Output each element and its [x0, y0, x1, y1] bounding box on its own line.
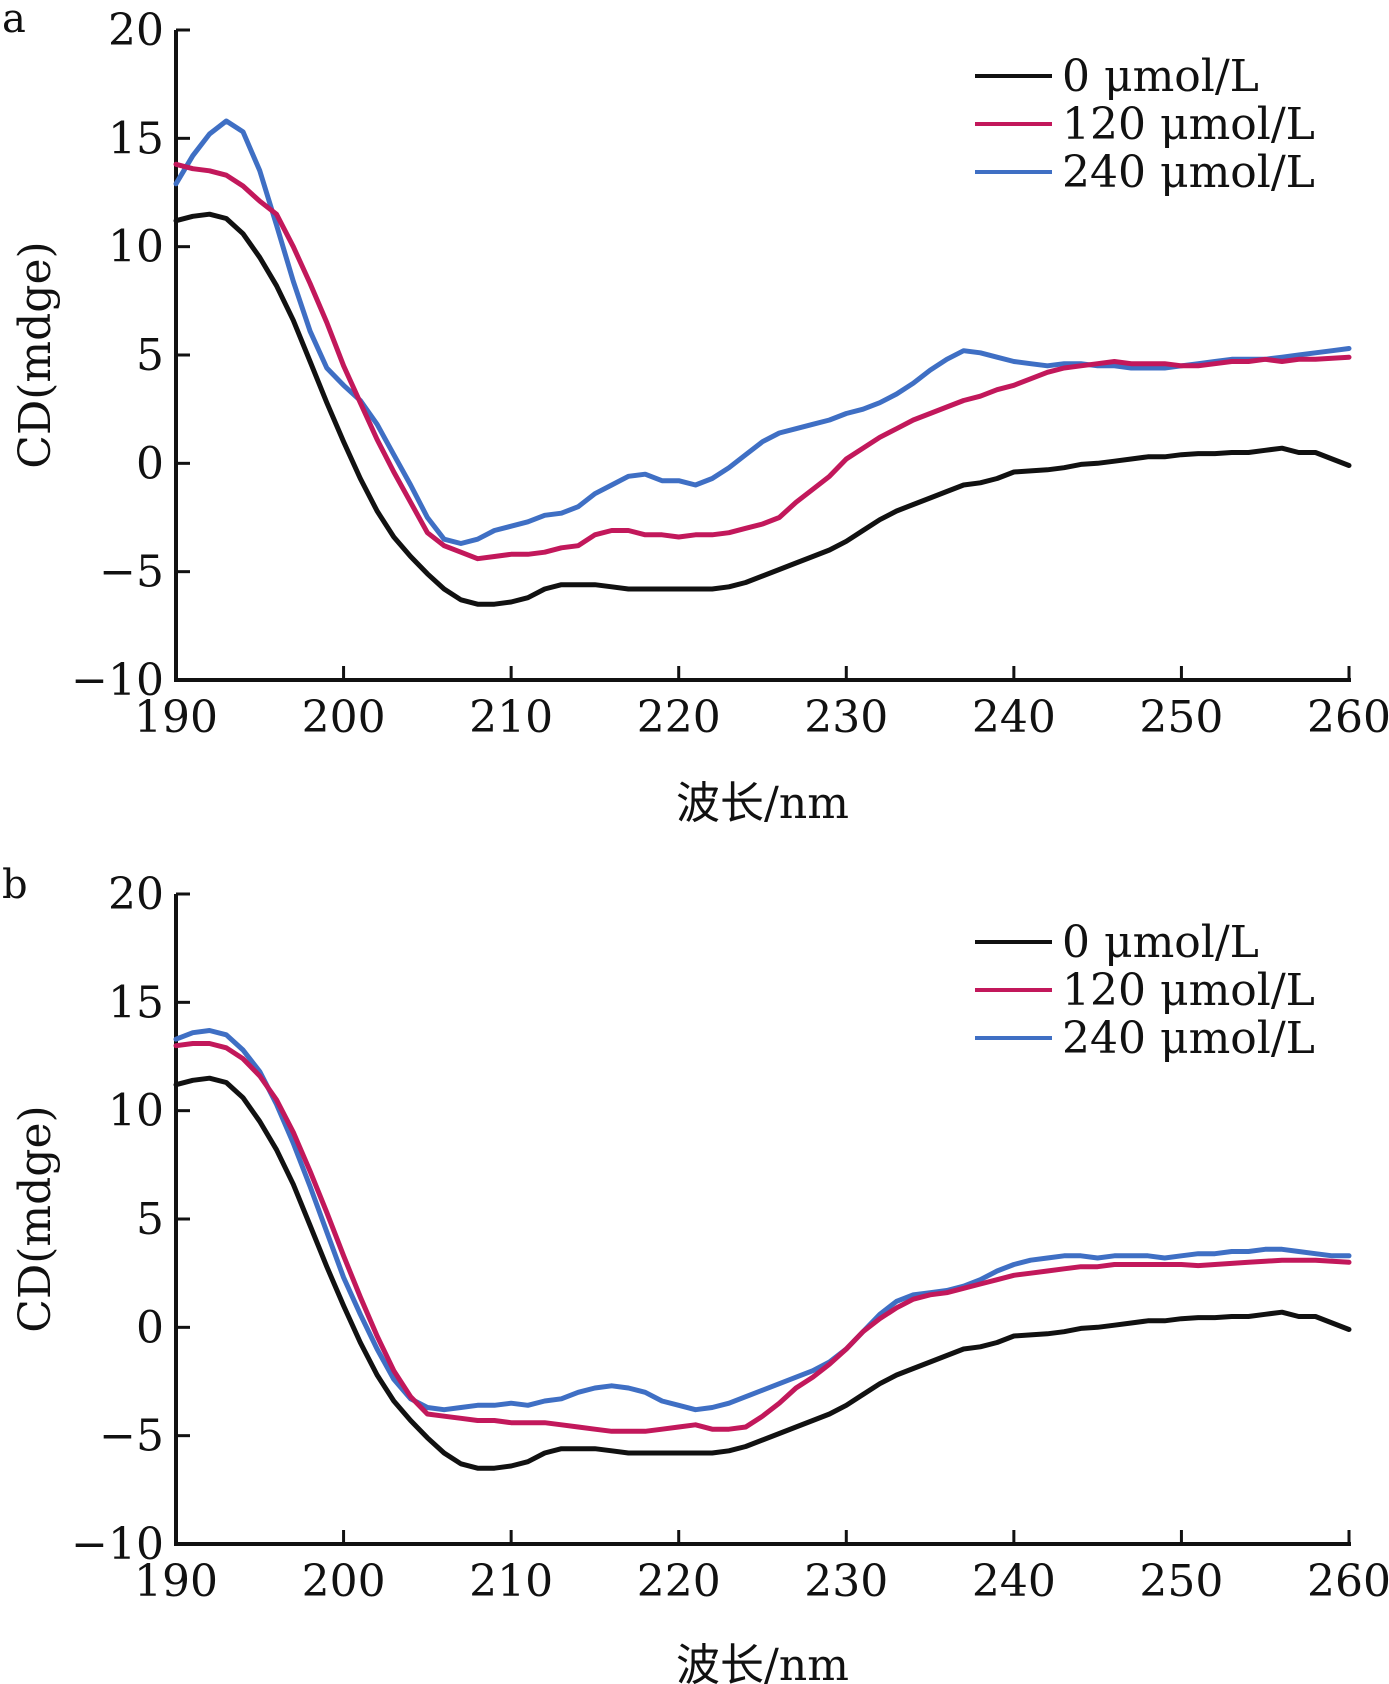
- x-axis-title: 波长/nm: [676, 1640, 849, 1684]
- x-tick-label: 200: [302, 1556, 386, 1607]
- x-tick-label: 190: [134, 692, 218, 743]
- x-tick-label: 240: [972, 1556, 1056, 1607]
- x-tick-label: 230: [804, 1556, 888, 1607]
- y-tick-label: 20: [108, 5, 164, 56]
- series-line-0: [173, 211, 1352, 607]
- x-tick-label: 260: [1307, 1556, 1389, 1607]
- y-tick-label: 20: [108, 869, 164, 920]
- y-tick-label: −10: [71, 655, 164, 706]
- series-line-0: [173, 1075, 1352, 1471]
- x-tick-label: 200: [302, 692, 386, 743]
- y-tick-label: 0: [136, 1302, 164, 1353]
- x-tick-label: 260: [1307, 692, 1389, 743]
- y-tick-label: 10: [108, 222, 164, 273]
- series-line-2: [173, 118, 1352, 546]
- series-line-1: [173, 161, 1352, 562]
- y-tick-label: 5: [136, 330, 164, 381]
- legend-label: 0 μmol/L: [1062, 917, 1259, 968]
- x-tick-label: 220: [637, 692, 721, 743]
- panel-letter: b: [2, 862, 28, 908]
- legend-label: 0 μmol/L: [1062, 51, 1259, 102]
- series-line-2: [173, 1028, 1352, 1413]
- y-tick-label: −10: [71, 1519, 164, 1570]
- x-tick-label: 230: [804, 692, 888, 743]
- y-tick-label: 15: [108, 113, 164, 164]
- x-tick-label: 210: [469, 692, 553, 743]
- legend-label: 240 μmol/L: [1062, 147, 1315, 198]
- series-line-1: [173, 1041, 1352, 1434]
- legend-label: 240 μmol/L: [1062, 1013, 1315, 1064]
- legend-label: 120 μmol/L: [1062, 99, 1315, 150]
- x-tick-label: 250: [1139, 692, 1223, 743]
- x-tick-label: 210: [469, 1556, 553, 1607]
- y-tick-label: 5: [136, 1194, 164, 1245]
- y-axis-title: CD(mdge): [10, 241, 61, 468]
- x-axis-title: 波长/nm: [676, 778, 849, 829]
- y-axis-title: CD(mdge): [10, 1105, 61, 1332]
- y-tick-label: −5: [99, 1411, 164, 1462]
- legend-label: 120 μmol/L: [1062, 965, 1315, 1016]
- panel-letter: a: [2, 0, 26, 42]
- y-tick-label: 0: [136, 438, 164, 489]
- x-tick-label: 250: [1139, 1556, 1223, 1607]
- x-tick-label: 190: [134, 1556, 218, 1607]
- y-tick-label: 10: [108, 1086, 164, 1137]
- y-tick-label: 15: [108, 977, 164, 1028]
- x-tick-label: 240: [972, 692, 1056, 743]
- y-tick-label: −5: [99, 547, 164, 598]
- x-tick-label: 220: [637, 1556, 721, 1607]
